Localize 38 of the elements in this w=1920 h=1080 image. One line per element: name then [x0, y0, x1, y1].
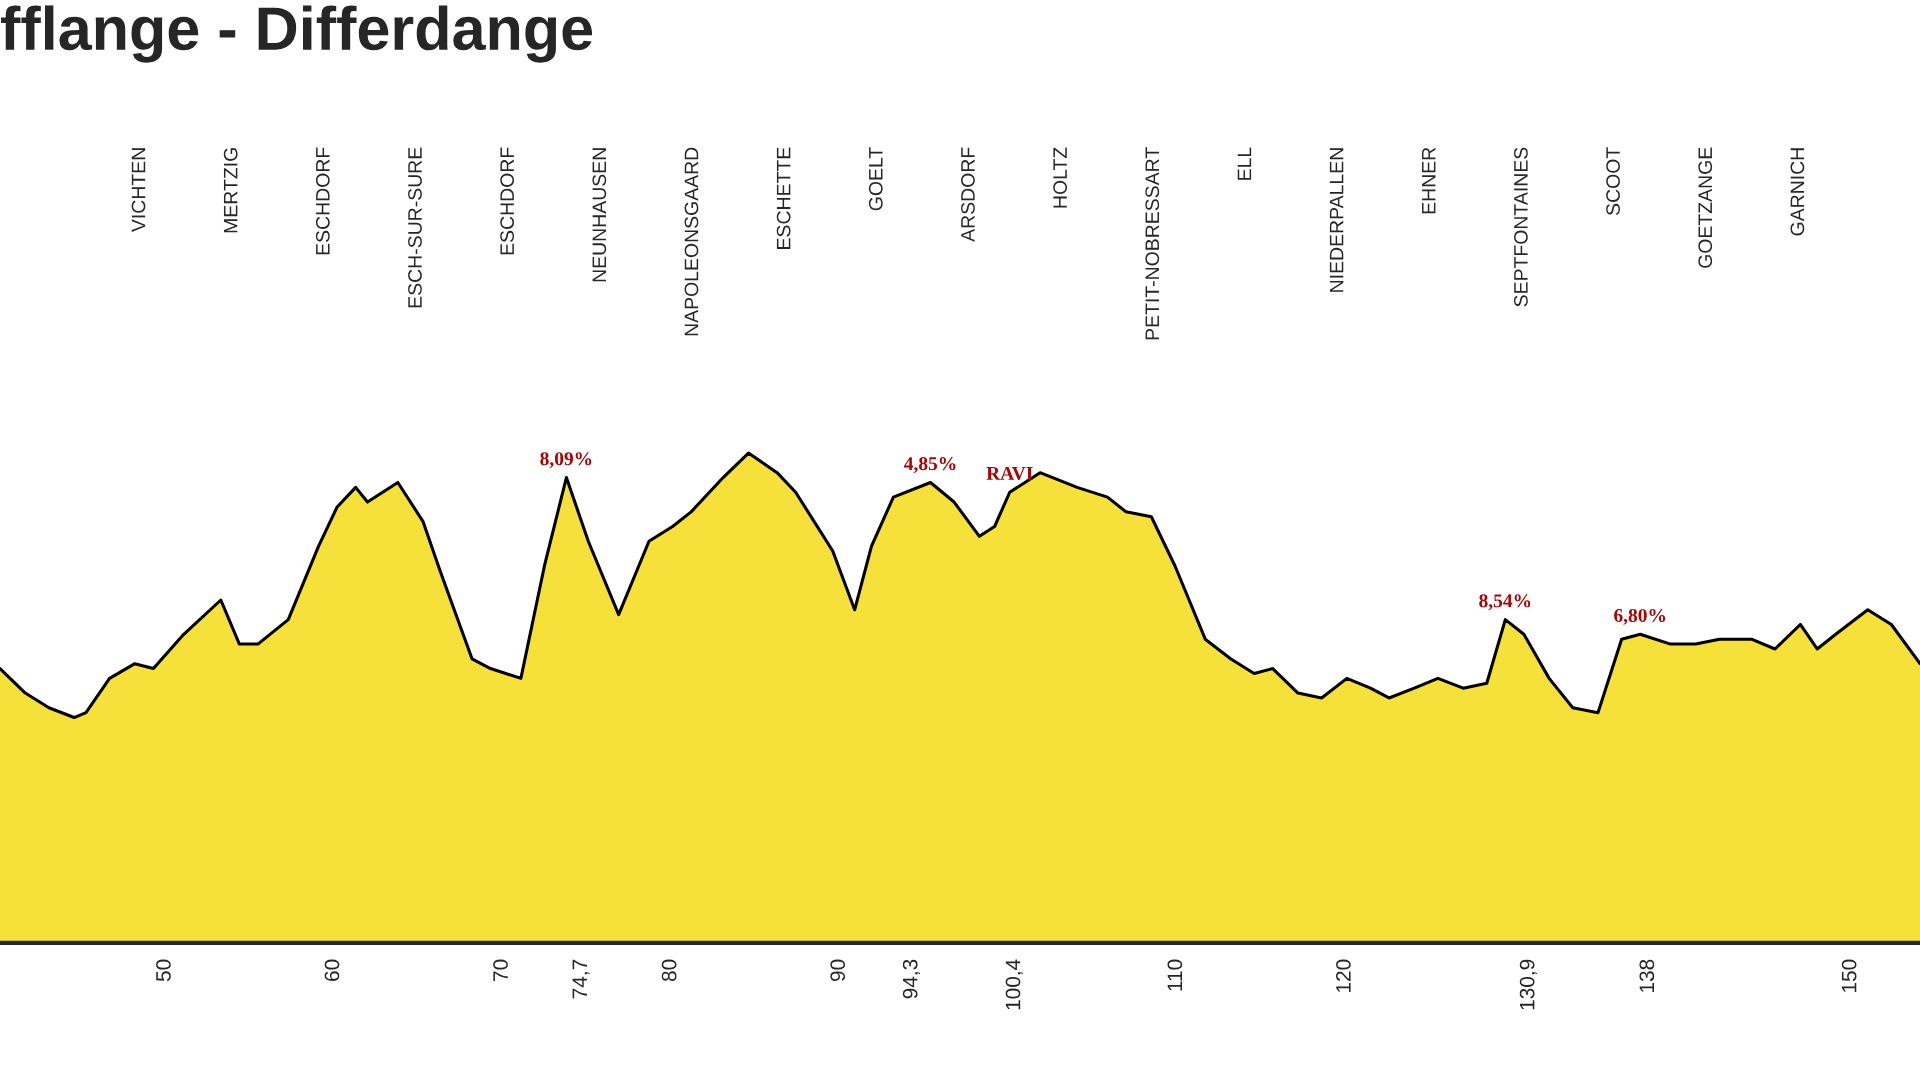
text: MERTZIG: [223, 148, 238, 233]
text: NIEDERPALLEN: [1329, 148, 1344, 292]
annotation: 8,54%: [1479, 594, 1531, 611]
x-tick-label: 150: [1841, 959, 1857, 992]
text: GOETZANGE: [1698, 147, 1713, 268]
x-tick-label: 94,3: [902, 959, 921, 999]
chart-title: fflange - Differdange: [1, 5, 593, 63]
text: HOLTZ: [1053, 147, 1067, 208]
x-tick-label: 70: [493, 959, 508, 981]
text: ESCHETTE: [776, 147, 791, 249]
x-tick-label: 100,4: [1005, 959, 1023, 1010]
text: ELL: [1237, 147, 1252, 180]
text: GOELT: [868, 147, 883, 211]
text: SEPTFONTAINES: [1514, 147, 1528, 307]
x-tick-label: 80: [661, 959, 677, 982]
text: EHNER: [1422, 147, 1436, 214]
x-tick-label: 74,7: [572, 959, 590, 999]
annotation: 8,09%: [540, 452, 592, 469]
x-tick-label: 90: [830, 959, 846, 982]
text: ARSDORF: [961, 147, 975, 242]
text: NEUNHAUSEN: [592, 148, 607, 282]
text: ESCHDORF: [315, 147, 330, 255]
x-tick-label: 120: [1336, 959, 1351, 992]
text: SCOOT: [1606, 147, 1620, 216]
x-tick-label: 60: [324, 959, 340, 981]
annotation: 4,85%: [904, 457, 956, 473]
text: ESCHDORF: [500, 147, 515, 255]
text: ESCH-SUR-SURE: [408, 147, 422, 308]
annotation: RAVI: [986, 466, 1033, 481]
x-tick-label: 110: [1167, 959, 1183, 991]
text: VICHTEN: [131, 148, 146, 233]
text: GARNICH: [1790, 148, 1805, 236]
x-tick-label: 130,9: [1519, 959, 1537, 1010]
x-tick-label: 50: [156, 959, 171, 982]
text: PETIT-NOBRESSART: [1145, 147, 1160, 340]
annotation: 6,80%: [1614, 608, 1666, 625]
text: NAPOLEONSGAARD: [684, 147, 699, 336]
x-tick-label: 138: [1639, 959, 1655, 992]
